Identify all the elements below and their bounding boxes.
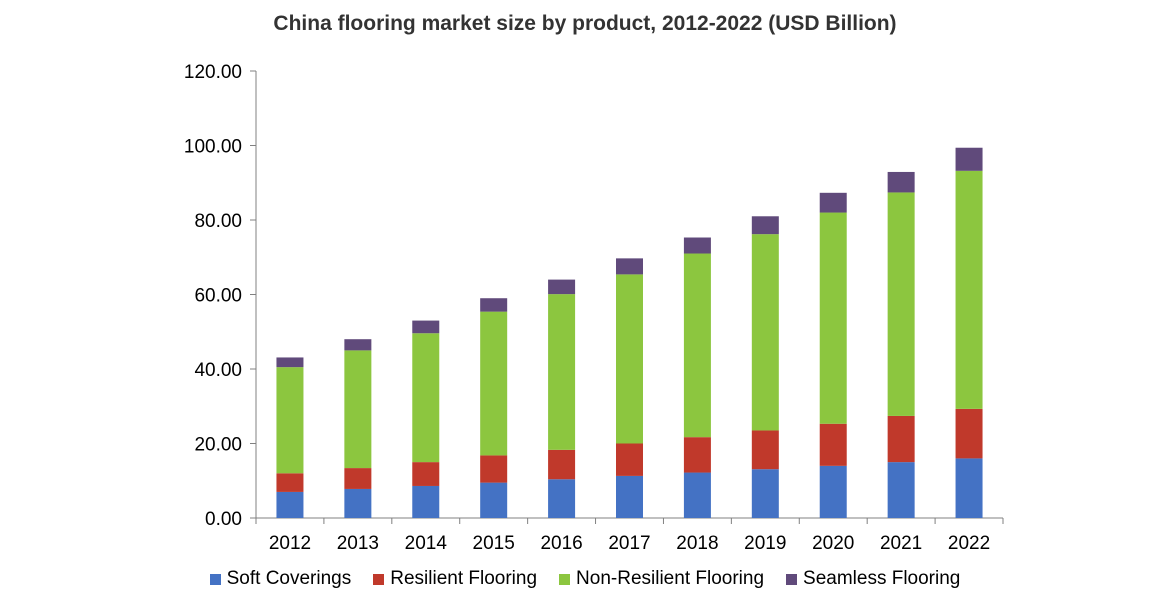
bar-soft-coverings-2020 bbox=[819, 465, 847, 518]
bar-soft-coverings-2021 bbox=[887, 462, 915, 518]
y-tick-label: 60.00 bbox=[194, 286, 242, 307]
bar-soft-coverings-2022 bbox=[955, 458, 983, 518]
bar-seamless-flooring-2018 bbox=[683, 237, 711, 254]
bar-resilient-flooring-2019 bbox=[751, 430, 779, 470]
bar-seamless-flooring-2019 bbox=[751, 216, 779, 235]
bar-soft-coverings-2013 bbox=[344, 488, 372, 518]
bar-resilient-flooring-2016 bbox=[548, 449, 576, 480]
x-tick-label: 2018 bbox=[676, 533, 718, 554]
bar-soft-coverings-2017 bbox=[616, 475, 643, 518]
bar-resilient-flooring-2014 bbox=[412, 462, 440, 486]
chart-legend: Soft Coverings Resilient Flooring Non-Resi… bbox=[0, 568, 1170, 590]
bar-seamless-flooring-2021 bbox=[887, 171, 915, 193]
legend-swatch bbox=[559, 573, 571, 585]
bar-non-resilient-flooring-2014 bbox=[412, 333, 440, 463]
legend-label: Resilient Flooring bbox=[390, 568, 538, 589]
bar-seamless-flooring-2017 bbox=[616, 258, 643, 275]
bar-non-resilient-flooring-2022 bbox=[955, 170, 983, 409]
legend-swatch bbox=[786, 573, 798, 585]
bar-resilient-flooring-2020 bbox=[819, 423, 847, 466]
bar-seamless-flooring-2014 bbox=[412, 320, 440, 334]
y-tick-label: 20.00 bbox=[194, 435, 242, 456]
bar-seamless-flooring-2013 bbox=[344, 339, 372, 351]
legend-label: Seamless Flooring bbox=[803, 568, 961, 589]
bar-non-resilient-flooring-2021 bbox=[887, 192, 915, 416]
x-tick-label: 2019 bbox=[744, 533, 786, 554]
bar-resilient-flooring-2018 bbox=[683, 437, 711, 473]
bar-resilient-flooring-2015 bbox=[480, 455, 508, 483]
legend-item: Resilient Flooring bbox=[373, 568, 537, 590]
bar-resilient-flooring-2021 bbox=[887, 415, 915, 463]
y-tick-label: 40.00 bbox=[194, 360, 242, 381]
x-tick-label: 2020 bbox=[812, 533, 854, 554]
bar-soft-coverings-2012 bbox=[276, 491, 304, 518]
bar-seamless-flooring-2022 bbox=[955, 147, 983, 171]
bar-resilient-flooring-2013 bbox=[344, 468, 372, 489]
legend-item: Non-Resilient Flooring bbox=[559, 568, 764, 590]
bar-non-resilient-flooring-2015 bbox=[480, 311, 508, 456]
bar-soft-coverings-2014 bbox=[412, 485, 440, 518]
bar-resilient-flooring-2022 bbox=[955, 408, 983, 459]
bar-soft-coverings-2019 bbox=[751, 469, 779, 518]
bar-non-resilient-flooring-2012 bbox=[276, 367, 304, 474]
bar-seamless-flooring-2020 bbox=[819, 192, 847, 213]
bar-non-resilient-flooring-2016 bbox=[548, 294, 576, 450]
bar-resilient-flooring-2012 bbox=[276, 473, 304, 492]
bar-seamless-flooring-2012 bbox=[276, 357, 304, 368]
chart-title: China flooring market size by product, 2… bbox=[273, 12, 897, 35]
bar-non-resilient-flooring-2013 bbox=[344, 350, 372, 469]
bar-soft-coverings-2018 bbox=[683, 472, 711, 518]
y-tick-label: 80.00 bbox=[194, 211, 242, 232]
bar-soft-coverings-2016 bbox=[548, 479, 576, 518]
y-tick-label: 0.00 bbox=[205, 509, 242, 530]
bar-non-resilient-flooring-2019 bbox=[751, 234, 779, 431]
x-tick-label: 2022 bbox=[948, 533, 990, 554]
legend-item: Soft Coverings bbox=[209, 568, 352, 590]
x-tick-label: 2016 bbox=[540, 533, 582, 554]
legend-swatch bbox=[373, 573, 385, 585]
bar-non-resilient-flooring-2020 bbox=[819, 212, 847, 424]
x-tick-label: 2021 bbox=[880, 533, 922, 554]
x-tick-label: 2015 bbox=[473, 533, 515, 554]
bar-non-resilient-flooring-2017 bbox=[616, 274, 643, 444]
bar-seamless-flooring-2015 bbox=[480, 298, 508, 312]
y-tick-label: 120.00 bbox=[184, 62, 242, 83]
x-tick-label: 2012 bbox=[269, 533, 311, 554]
legend-label: Non-Resilient Flooring bbox=[576, 568, 765, 589]
x-tick-label: 2013 bbox=[337, 533, 379, 554]
legend-swatch bbox=[209, 573, 221, 585]
legend-item: Seamless Flooring bbox=[786, 568, 960, 590]
bar-resilient-flooring-2017 bbox=[616, 443, 643, 476]
bar-seamless-flooring-2016 bbox=[548, 279, 576, 295]
y-tick-label: 100.00 bbox=[184, 137, 242, 158]
bar-non-resilient-flooring-2018 bbox=[683, 253, 711, 438]
bar-soft-coverings-2015 bbox=[480, 482, 508, 518]
legend-label: Soft Coverings bbox=[226, 568, 352, 589]
x-tick-label: 2017 bbox=[608, 533, 650, 554]
x-tick-label: 2014 bbox=[405, 533, 448, 554]
